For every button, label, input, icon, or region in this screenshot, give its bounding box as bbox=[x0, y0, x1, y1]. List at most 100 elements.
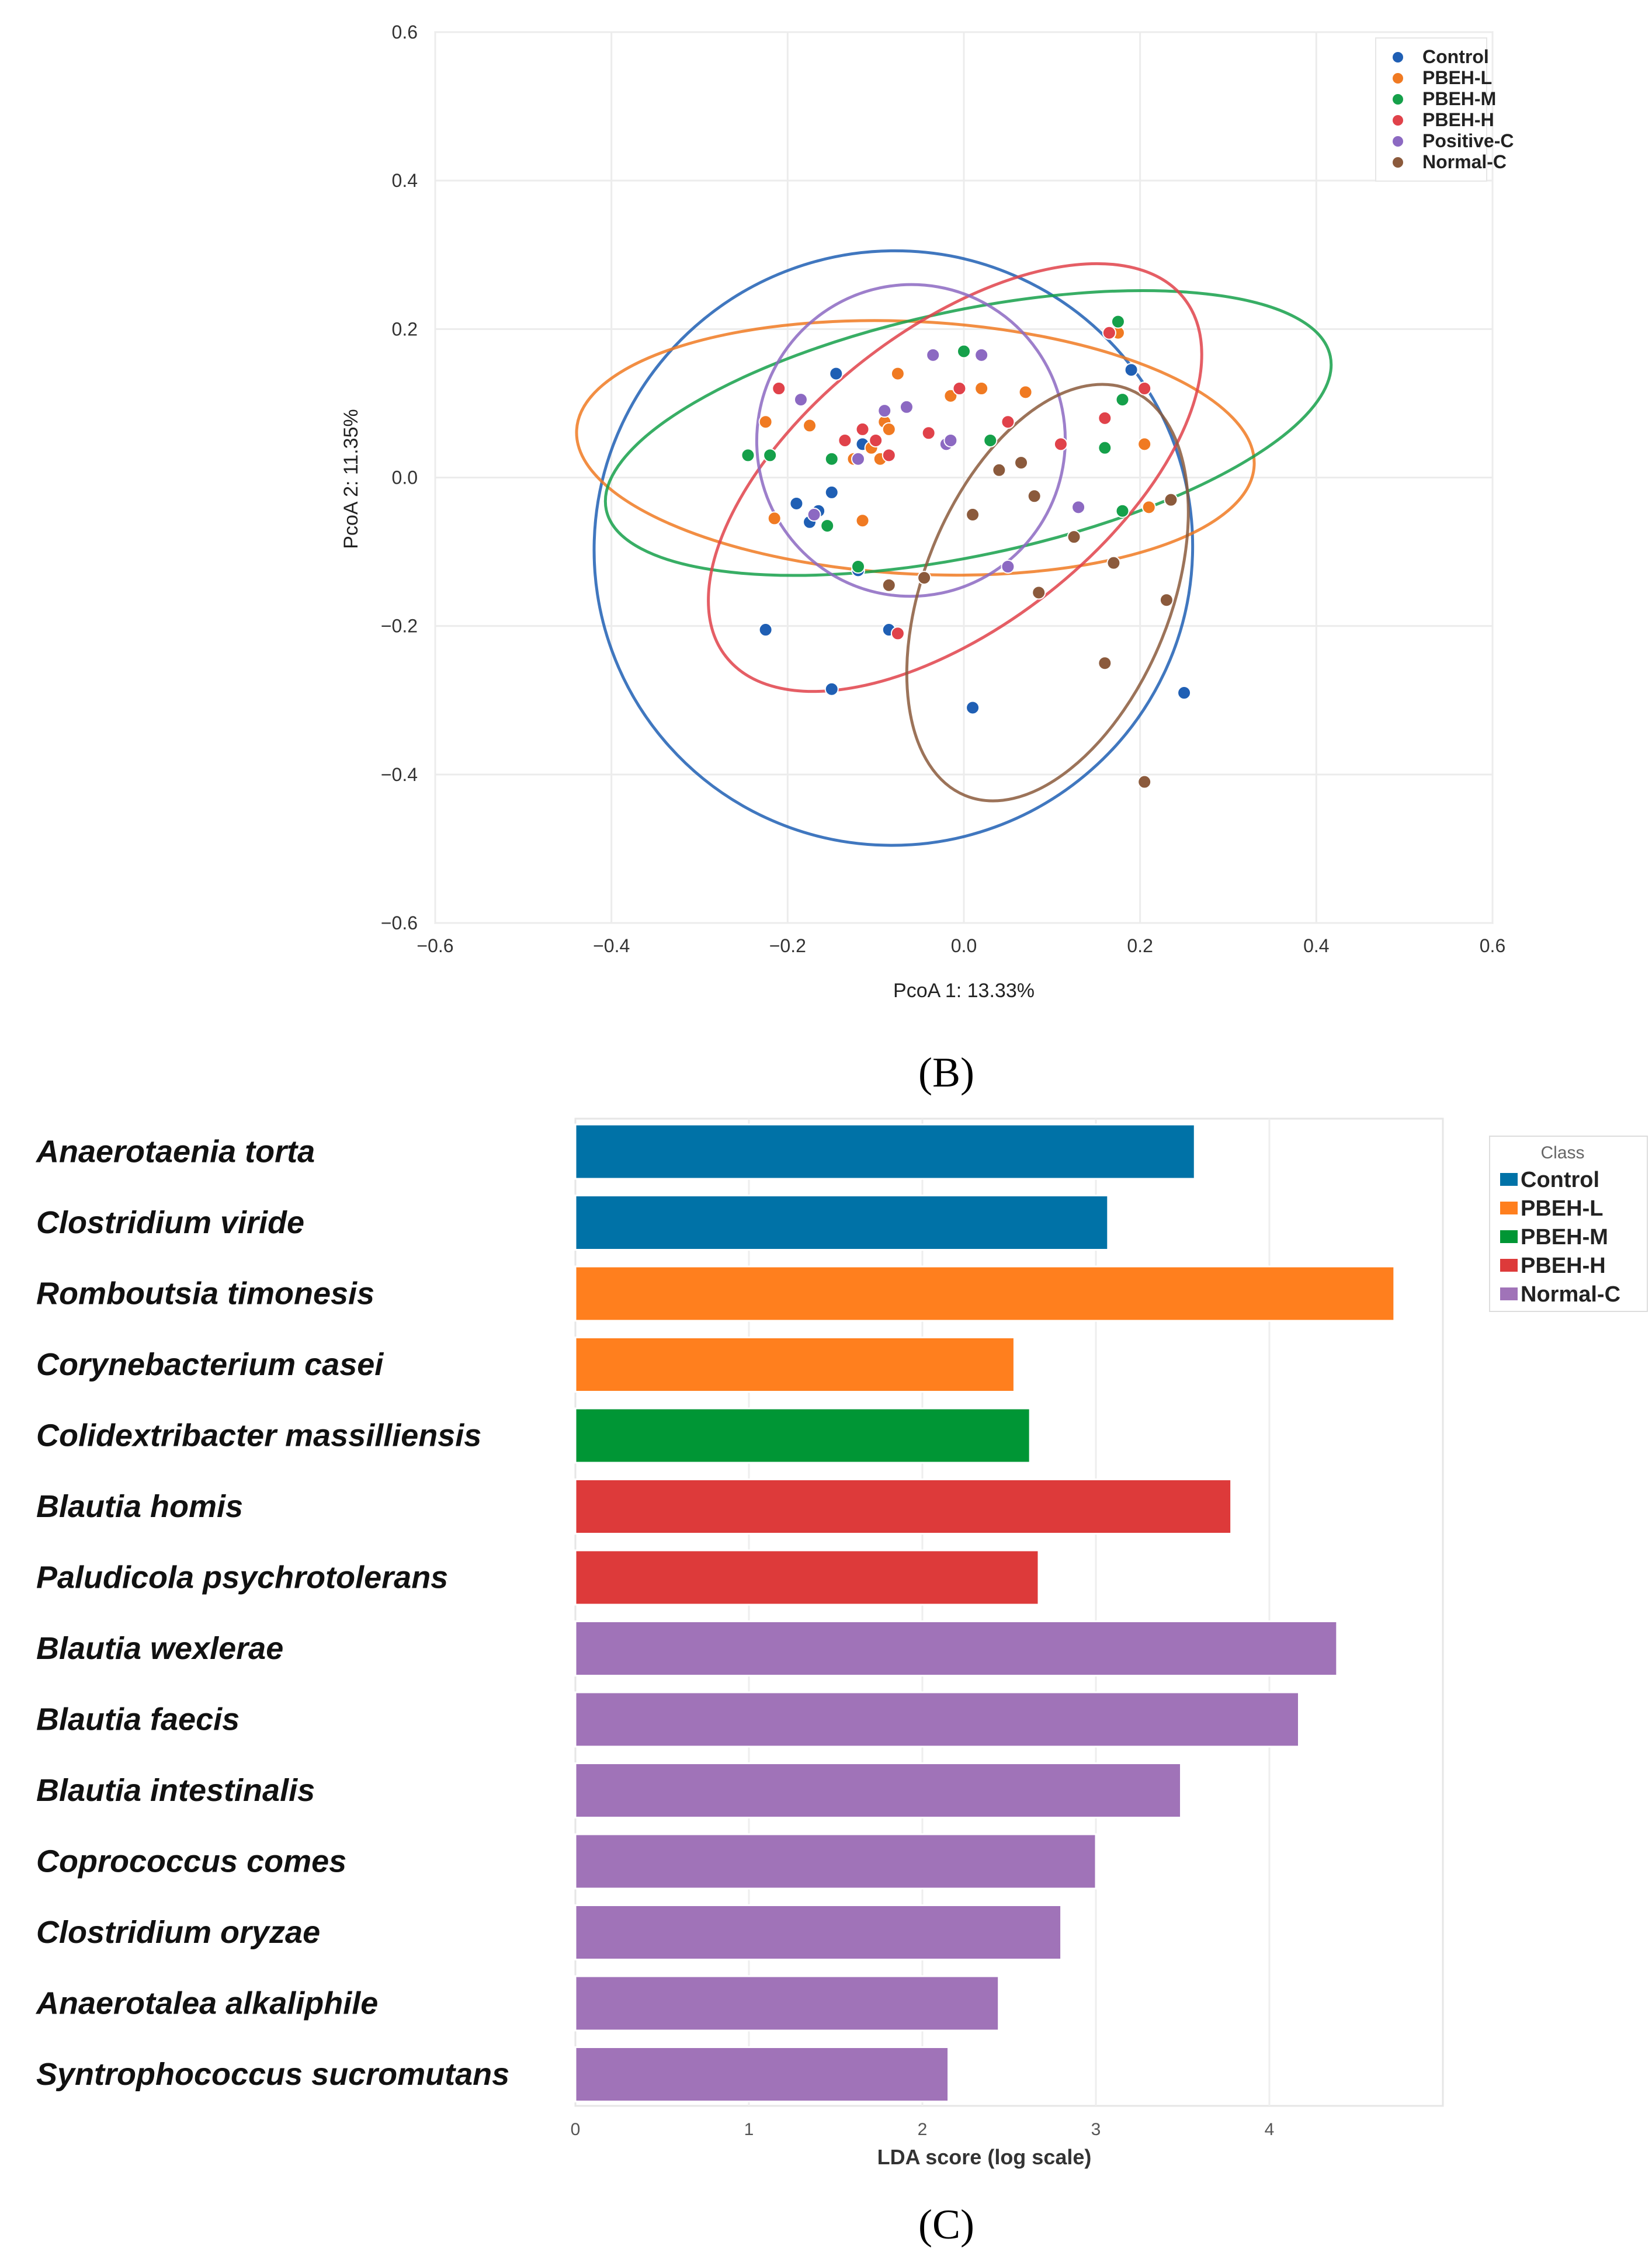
ellipse-normal-c bbox=[905, 383, 1190, 803]
point-normal-c bbox=[1106, 556, 1121, 570]
point-pbeh-h bbox=[772, 381, 786, 395]
lda-bar-corynebacterium-casei bbox=[574, 1337, 1015, 1393]
lda-legend-label-pbeh-h: PBEH-H bbox=[1521, 1254, 1606, 1278]
lda-x-tick-label: 0 bbox=[571, 2120, 581, 2139]
point-pbeh-h bbox=[1001, 415, 1015, 429]
lda-label-blautia-intestinalis: Blautia intestinalis bbox=[36, 1773, 315, 1808]
point-positive-c bbox=[1071, 500, 1086, 515]
lda-x-tick-label: 2 bbox=[918, 2120, 928, 2139]
point-normal-c bbox=[1137, 775, 1152, 789]
point-pbeh-l bbox=[881, 422, 896, 436]
pcoa-legend-marker-pbeh-h bbox=[1393, 115, 1403, 126]
lda-label-clostridium-viride: Clostridium viride bbox=[36, 1205, 304, 1240]
lda-label-blautia-faecis: Blautia faecis bbox=[36, 1702, 240, 1737]
ellipse-pbeh-h bbox=[707, 262, 1203, 693]
lda-panel: Anaerotaenia torta Clostridium viride Romb… bbox=[35, 1117, 1648, 2248]
pcoa-x-tick-label: 0.2 bbox=[1127, 935, 1153, 956]
pcoa-y-tick-labels: −0.6 −0.4 −0.2 0.0 0.2 0.4 0.6 bbox=[381, 22, 418, 933]
point-pbeh-h bbox=[855, 422, 870, 436]
point-pbeh-h bbox=[1053, 437, 1068, 452]
lda-label-paludicola-psychrotolerans: Paludicola psychrotolerans bbox=[36, 1560, 448, 1595]
point-control bbox=[824, 682, 839, 696]
pcoa-legend-label-pbeh-h: PBEH-H bbox=[1422, 109, 1494, 130]
pcoa-x-tick-label: 0.4 bbox=[1303, 935, 1329, 956]
point-pbeh-l bbox=[974, 381, 989, 395]
lda-label-anaerotalea-alkaliphile: Anaerotalea alkaliphile bbox=[35, 1986, 378, 2021]
pcoa-panel: −0.6 −0.4 −0.2 0.0 0.2 0.4 0.6 −0.6 −0.4 −0.2 0.0… bbox=[340, 22, 1514, 1096]
point-pbeh-l bbox=[1141, 500, 1156, 515]
point-normal-c bbox=[1159, 593, 1174, 608]
point-control bbox=[829, 366, 844, 381]
point-normal-c bbox=[1032, 585, 1046, 600]
ellipse-pbeh-m bbox=[603, 289, 1333, 577]
point-pbeh-h bbox=[890, 626, 905, 641]
panel-c-caption: (C) bbox=[918, 2201, 974, 2248]
point-pbeh-m bbox=[1110, 314, 1125, 329]
point-pbeh-m bbox=[1098, 440, 1112, 455]
lda-legend-label-pbeh-l: PBEH-L bbox=[1521, 1196, 1603, 1221]
point-normal-c bbox=[966, 508, 980, 522]
lda-bar-syntrophococcus-sucromutans bbox=[574, 2046, 950, 2102]
lda-bars bbox=[574, 1123, 1396, 2102]
pcoa-legend-label-normal-c: Normal-C bbox=[1422, 151, 1507, 172]
point-pbeh-h bbox=[952, 381, 967, 395]
point-normal-c bbox=[1098, 656, 1112, 671]
point-normal-c bbox=[881, 578, 896, 592]
pcoa-gridlines bbox=[434, 31, 1494, 924]
pcoa-x-tick-label: 0.0 bbox=[951, 935, 977, 956]
pcoa-legend-label-pbeh-l: PBEH-L bbox=[1422, 67, 1492, 88]
pcoa-legend-marker-normal-c bbox=[1393, 157, 1403, 168]
lda-category-labels: Anaerotaenia torta Clostridium viride Romb… bbox=[35, 1134, 509, 2092]
point-pbeh-l bbox=[767, 511, 782, 526]
point-pbeh-h bbox=[881, 448, 896, 463]
point-pbeh-h bbox=[869, 433, 883, 447]
point-pbeh-h bbox=[921, 426, 936, 440]
pcoa-y-tick-label: 0.0 bbox=[392, 467, 418, 488]
pcoa-y-tick-label: −0.6 bbox=[381, 912, 418, 933]
lda-label-corynebacterium-casei: Corynebacterium casei bbox=[36, 1347, 384, 1382]
point-pbeh-m bbox=[820, 519, 835, 533]
pcoa-points bbox=[741, 314, 1192, 789]
point-control bbox=[966, 700, 980, 715]
lda-bar-blautia-homis bbox=[574, 1478, 1233, 1535]
lda-bar-blautia-faecis bbox=[574, 1691, 1300, 1748]
lda-bar-anaerotaenia-torta bbox=[574, 1123, 1196, 1180]
lda-label-blautia-wexlerae: Blautia wexlerae bbox=[36, 1631, 283, 1666]
pcoa-legend-marker-pbeh-m bbox=[1393, 94, 1403, 105]
pcoa-ellipses bbox=[575, 249, 1333, 847]
pcoa-x-tick-label: −0.4 bbox=[593, 935, 630, 956]
pcoa-y-tick-label: 0.6 bbox=[392, 22, 418, 43]
lda-label-blautia-homis: Blautia homis bbox=[36, 1489, 243, 1524]
lda-x-tick-label: 1 bbox=[744, 2120, 754, 2139]
lda-legend-label-pbeh-m: PBEH-M bbox=[1521, 1225, 1608, 1250]
pcoa-y-tick-label: −0.2 bbox=[381, 616, 418, 637]
point-normal-c bbox=[1014, 456, 1029, 470]
lda-bar-colidextribacter-massilliensis bbox=[574, 1407, 1031, 1464]
lda-bar-paludicola-psychrotolerans bbox=[574, 1549, 1040, 1606]
lda-label-anaerotaenia-torta: Anaerotaenia torta bbox=[35, 1134, 315, 1169]
pcoa-x-tick-label: −0.6 bbox=[417, 935, 453, 956]
point-positive-c bbox=[877, 404, 892, 418]
point-pbeh-m bbox=[1115, 393, 1130, 407]
pcoa-x-tick-label: 0.6 bbox=[1480, 935, 1505, 956]
pcoa-legend-label-positive-c: Positive-C bbox=[1422, 130, 1514, 151]
lda-legend: Class Control PBEH-L PBEH-M PBEH-H Normal-C bbox=[1489, 1136, 1648, 1312]
ellipse-positive-c bbox=[755, 283, 1067, 598]
pcoa-x-axis-label: PcoA 1: 13.33% bbox=[893, 980, 1035, 1002]
lda-x-tick-label: 4 bbox=[1265, 2120, 1275, 2139]
point-normal-c bbox=[1164, 492, 1178, 507]
pcoa-legend-box bbox=[1375, 37, 1487, 182]
pcoa-legend-marker-pbeh-l bbox=[1393, 73, 1403, 84]
point-control bbox=[824, 485, 839, 499]
point-pbeh-l bbox=[1137, 437, 1152, 452]
pcoa-legend: ControlPBEH-LPBEH-MPBEH-HPositive-CNorma… bbox=[1375, 37, 1514, 182]
pcoa-y-axis-label: PcoA 2: 11.35% bbox=[340, 409, 362, 549]
pcoa-y-tick-label: 0.2 bbox=[392, 318, 418, 339]
lda-legend-swatch-pbeh-l bbox=[1500, 1202, 1518, 1214]
lda-legend-swatch-normal-c bbox=[1500, 1287, 1518, 1300]
point-pbeh-m bbox=[983, 433, 998, 447]
point-normal-c bbox=[917, 571, 932, 585]
point-pbeh-h bbox=[1098, 411, 1112, 425]
lda-label-romboutsia-timonesis: Romboutsia timonesis bbox=[36, 1276, 374, 1311]
